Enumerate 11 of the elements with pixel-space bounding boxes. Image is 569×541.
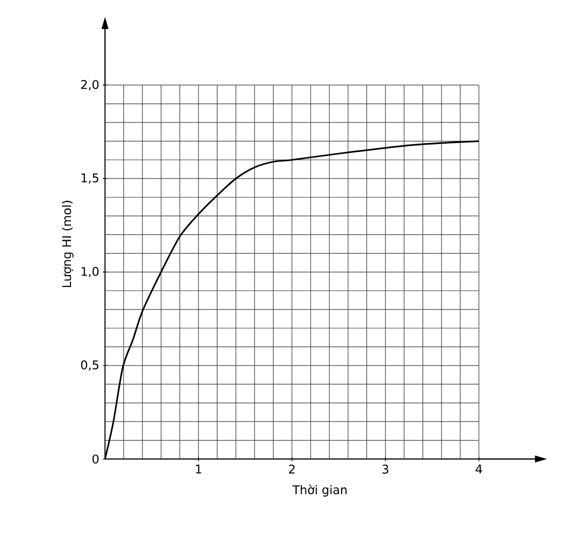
x-axis-title: Thời gian	[292, 484, 347, 497]
y-axis-title: Lượng HI (mol)	[62, 200, 74, 288]
x-tick-label: 1	[196, 464, 202, 474]
x-tick-label: 2	[289, 464, 295, 474]
y-tick-label: 2,0	[81, 80, 99, 90]
x-tick-label: 4	[476, 464, 482, 474]
y-tick-label: 0	[92, 454, 99, 464]
x-tick-label: 3	[382, 464, 388, 474]
y-tick-label: 1,0	[82, 266, 99, 278]
y-tick-label: 0,5	[81, 360, 98, 371]
y-tick-label: 1,5	[82, 174, 98, 184]
